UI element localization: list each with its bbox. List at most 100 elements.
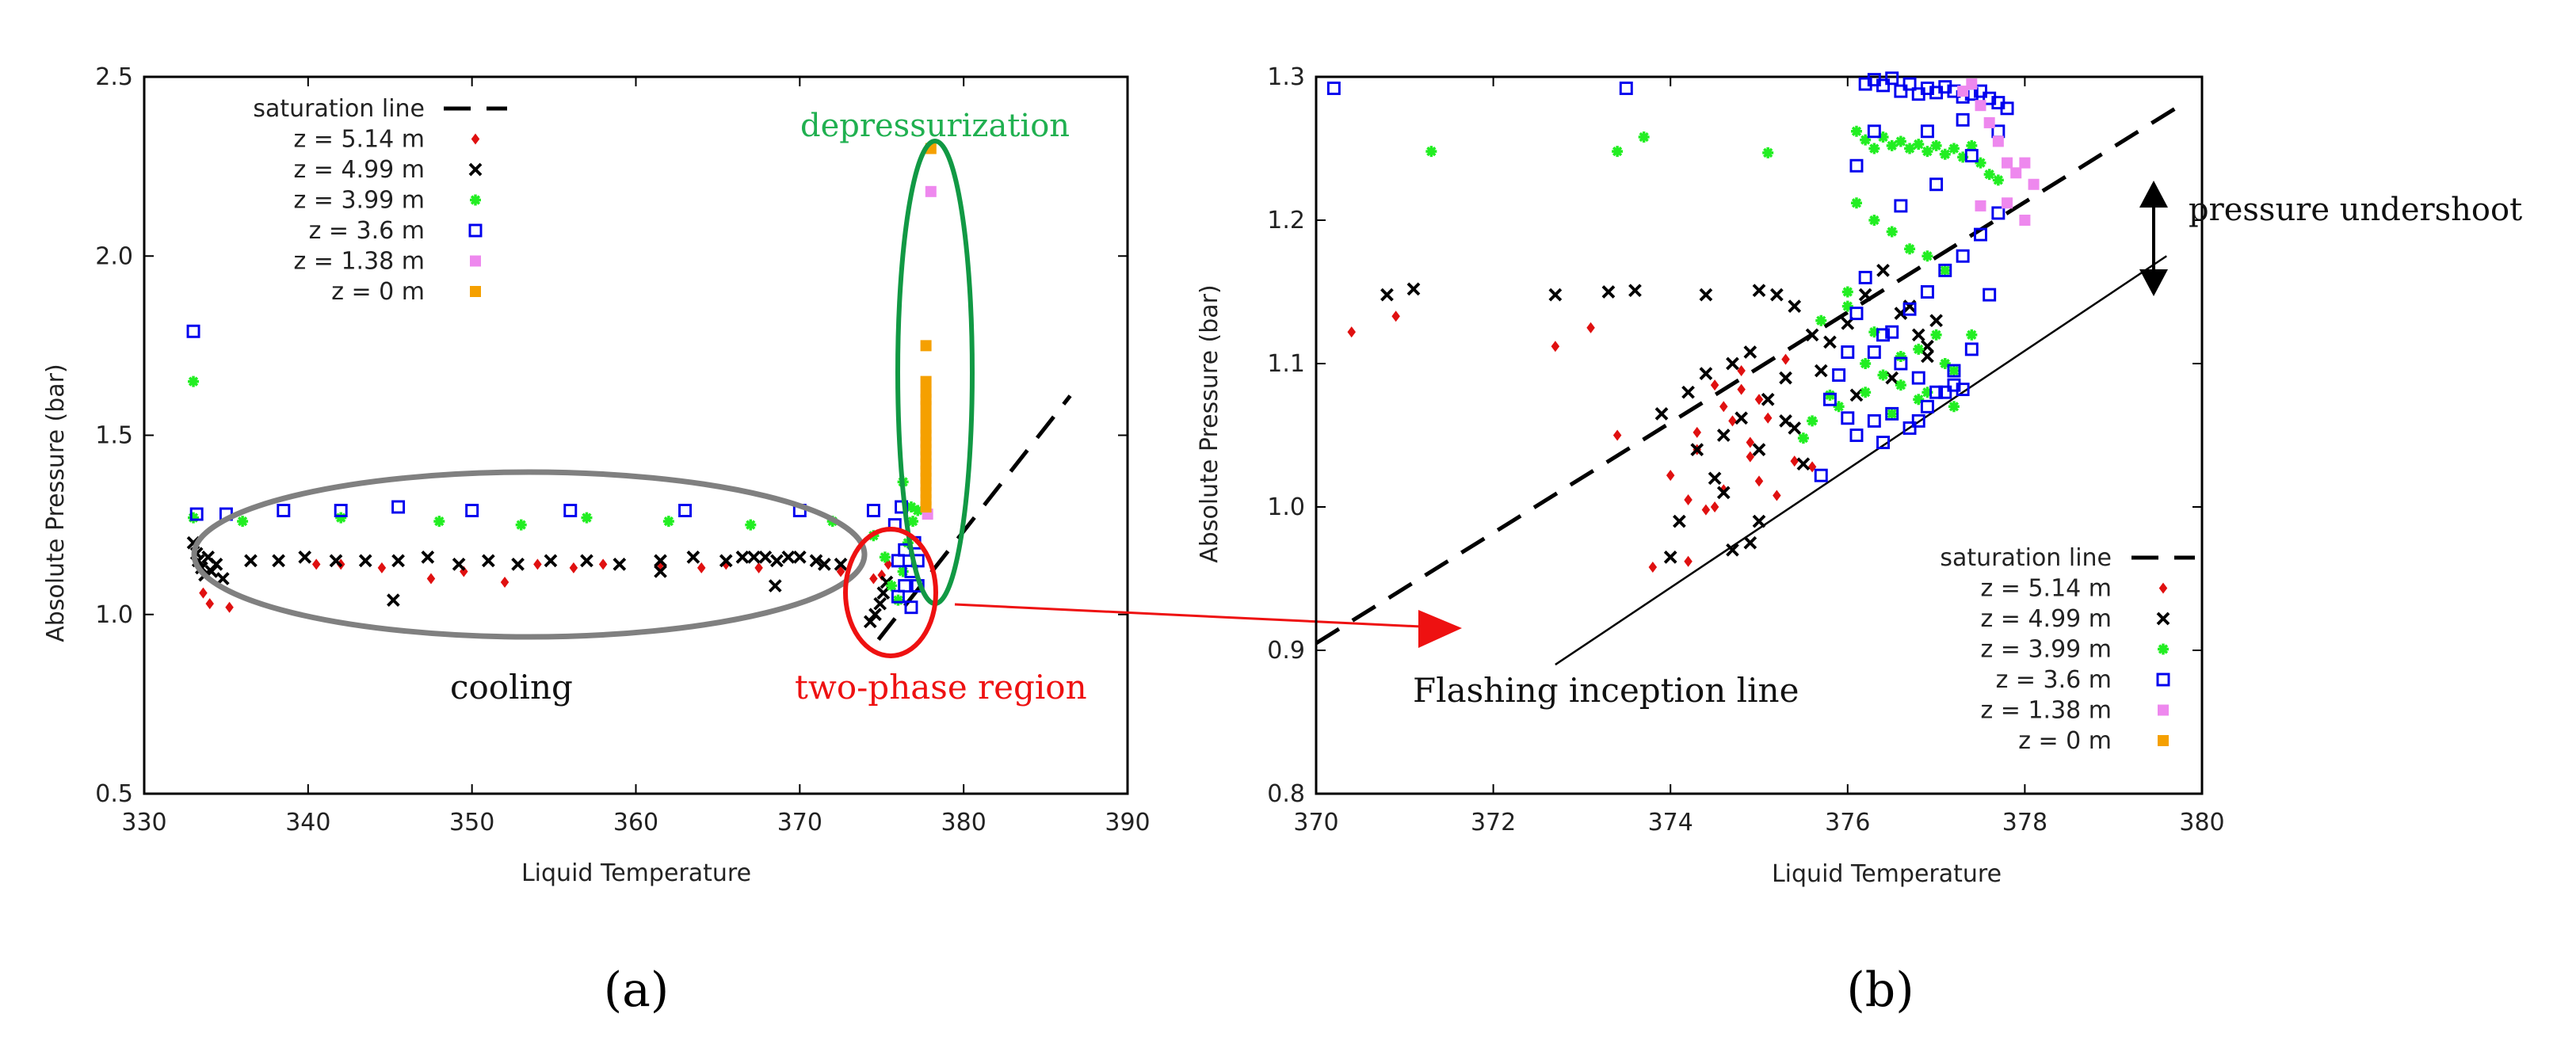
x-tick-label: 370	[1293, 809, 1338, 836]
x-tick-label: 360	[613, 809, 658, 836]
point-z499	[1752, 284, 1766, 298]
pressure-undershoot-label: pressure undershoot	[2189, 192, 2522, 228]
point-z514	[1612, 429, 1622, 441]
point-z399	[1904, 143, 1916, 154]
legend-swatch-z0	[2158, 735, 2169, 746]
panel-b-ticks: 370 372 374 376 378 380 0.8 0.9 1.0 1.1 1.2 1.3	[1267, 63, 2224, 836]
x-tick-label: 376	[1825, 809, 1870, 836]
point-z499	[1708, 471, 1722, 486]
y-tick-label: 1.1	[1267, 350, 1305, 378]
point-z36	[1902, 421, 1917, 435]
point-z499	[686, 550, 700, 564]
point-z399	[1904, 243, 1916, 255]
point-z399	[1930, 329, 1942, 341]
point-z514	[1790, 455, 1799, 467]
legend-label-z0: z = 0 m	[2018, 727, 2112, 755]
point-z36	[1929, 177, 1944, 192]
point-z36	[1876, 78, 1890, 93]
zoom-arrow	[954, 603, 1455, 632]
point-z138	[2010, 167, 2022, 179]
point-z499	[1663, 550, 1677, 564]
point-z399	[1868, 143, 1880, 154]
point-z36	[1920, 124, 1934, 139]
point-z36	[1814, 468, 1828, 482]
legend-label-z514: z = 5.14 m	[293, 126, 425, 154]
point-z499	[544, 554, 558, 568]
point-z36	[1983, 288, 1997, 302]
legend-swatch-z399	[470, 194, 481, 206]
point-z399	[188, 375, 200, 387]
point-z36	[866, 504, 880, 517]
series-z399	[188, 375, 924, 606]
point-z36	[465, 504, 479, 517]
point-z514	[1746, 451, 1755, 463]
depressurization-label: depressurization	[800, 108, 1070, 144]
point-z399	[1886, 408, 1898, 420]
legend-swatch-z499	[468, 162, 483, 177]
y-tick-label: 1.3	[1267, 63, 1305, 91]
x-tick-label: 372	[1471, 809, 1516, 836]
point-z499	[1911, 328, 1925, 342]
point-z36	[1876, 328, 1890, 342]
point-z399	[1638, 131, 1650, 143]
point-z399	[1939, 265, 1951, 276]
point-z399	[1913, 139, 1925, 151]
point-z36	[1894, 84, 1908, 98]
two-phase-region-label: two-phase region	[795, 668, 1087, 707]
point-z138	[925, 185, 937, 197]
point-z36	[1885, 406, 1899, 421]
point-z499	[1548, 288, 1563, 302]
point-z36	[1902, 77, 1917, 91]
point-z399	[1922, 146, 1933, 158]
point-z499	[358, 554, 372, 568]
point-z36	[891, 554, 905, 568]
point-z399	[912, 505, 924, 516]
flashing-inception-line-path	[1555, 255, 2167, 666]
y-tick-label: 0.5	[95, 780, 133, 808]
legend-label-z399: z = 3.99 m	[1980, 636, 2112, 664]
y-tick-label: 2.0	[95, 242, 133, 270]
point-z499	[244, 554, 258, 568]
point-z514	[377, 562, 387, 573]
panel-a-legend: saturation line z = 5.14 mz = 4.99 m z = 3…	[253, 95, 507, 306]
point-z399	[1841, 300, 1853, 312]
point-z36	[1867, 413, 1881, 428]
point-z399	[745, 519, 757, 531]
point-z514	[1763, 412, 1773, 424]
point-z499	[873, 596, 887, 611]
point-z399	[879, 551, 891, 563]
legend-swatch-z514	[2158, 582, 2168, 594]
point-z399	[1841, 286, 1853, 298]
point-z399	[886, 580, 898, 592]
point-z399	[1850, 125, 1862, 137]
legend-label-z499: z = 4.99 m	[293, 156, 425, 184]
point-z36	[1858, 77, 1872, 91]
point-z514	[1551, 341, 1560, 352]
y-tick-label: 1.2	[1267, 207, 1305, 234]
point-z399	[1850, 197, 1862, 209]
series-z0	[920, 143, 937, 512]
point-z499	[391, 554, 405, 568]
flashing-inception-line	[1555, 255, 2167, 666]
point-z399	[1425, 146, 1437, 158]
legend-label-z499: z = 4.99 m	[1980, 605, 2112, 633]
panel-a-ylabel: Absolute Pressure (bar)	[42, 364, 70, 642]
panel-b-ylabel: Absolute Pressure (bar)	[1196, 284, 1223, 562]
series-z138	[1957, 78, 2040, 226]
x-tick-label: 378	[2002, 809, 2047, 836]
point-z0	[920, 411, 932, 423]
point-z399	[1860, 387, 1872, 398]
point-z36	[1938, 80, 1952, 94]
point-z514	[1347, 326, 1356, 338]
point-z514	[1648, 562, 1658, 573]
point-z499	[298, 550, 312, 564]
point-z499	[1858, 288, 1872, 302]
point-z36	[1885, 71, 1899, 86]
point-z0	[920, 375, 932, 387]
point-z514	[1737, 383, 1746, 395]
point-z36	[1902, 302, 1917, 316]
point-z499	[1699, 288, 1713, 302]
point-z399	[1983, 169, 1995, 181]
y-tick-label: 0.8	[1267, 780, 1305, 808]
point-z499	[1681, 385, 1695, 399]
